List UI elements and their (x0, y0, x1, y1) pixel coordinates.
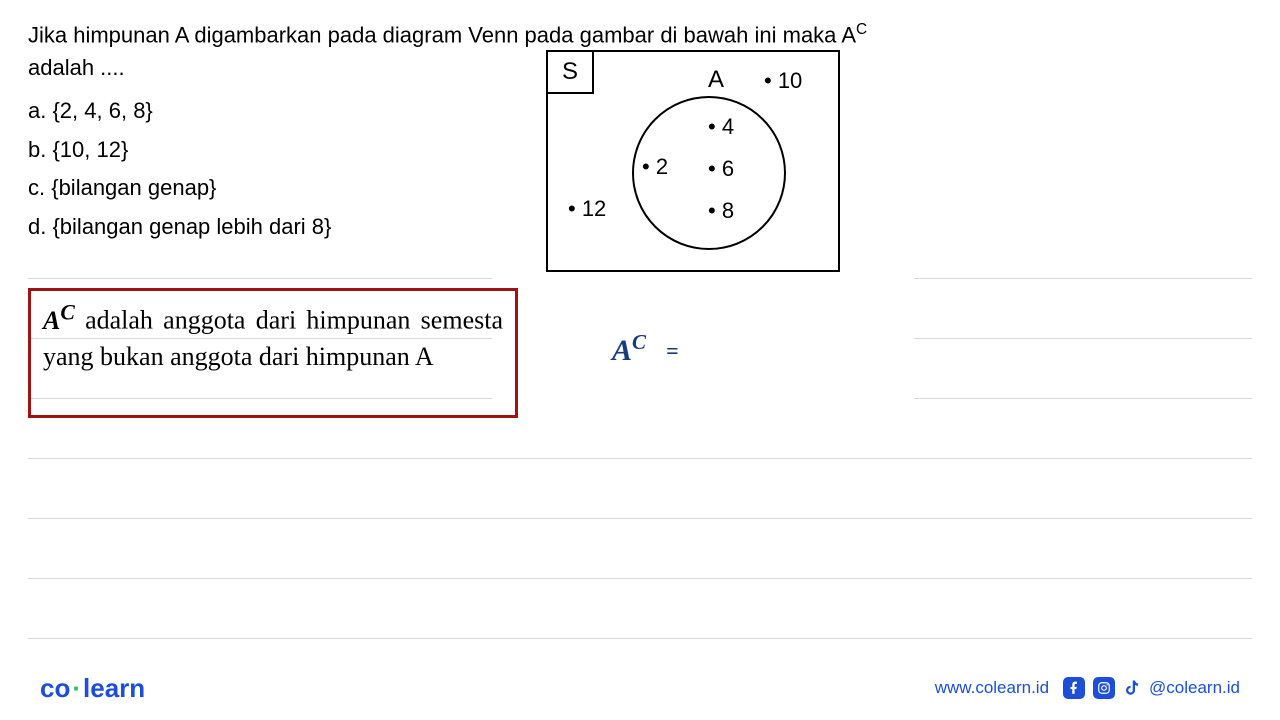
facebook-icon[interactable] (1063, 677, 1085, 699)
point-10: • 10 (764, 68, 802, 94)
point-6: • 6 (708, 156, 734, 182)
point-8: • 8 (708, 198, 734, 224)
instagram-icon[interactable] (1093, 677, 1115, 699)
venn-diagram: S A • 2 • 4 • 6 • 8 • 10 • 12 (546, 50, 840, 272)
definition-text: adalah anggota dari himpunan semesta yan… (43, 306, 503, 371)
handwritten-equals: = (666, 338, 679, 364)
colearn-logo: co·learn (40, 673, 145, 704)
social-icons: @colearn.id (1063, 677, 1240, 699)
point-4: • 4 (708, 114, 734, 140)
footer-handle[interactable]: @colearn.id (1149, 678, 1240, 698)
tiktok-icon[interactable] (1123, 678, 1141, 698)
logo-learn: learn (83, 673, 145, 703)
footer-right: www.colearn.id @colearn.id (935, 677, 1240, 699)
handwritten-ac: AC (612, 330, 646, 368)
set-a-label: A (708, 66, 724, 94)
question-superscript: C (856, 21, 867, 38)
point-2: • 2 (642, 154, 668, 180)
logo-dot: · (70, 673, 83, 703)
question-line2: adalah .... (28, 55, 125, 80)
definition-ac: AC (43, 306, 75, 335)
logo-co: co (40, 673, 70, 703)
question-line1: Jika himpunan A digambarkan pada diagram… (28, 22, 856, 47)
definition-box: AC adalah anggota dari himpunan semesta … (28, 288, 518, 418)
footer: co·learn www.colearn.id @colearn.id (0, 656, 1280, 720)
footer-url[interactable]: www.colearn.id (935, 678, 1049, 698)
point-12: • 12 (568, 196, 606, 222)
